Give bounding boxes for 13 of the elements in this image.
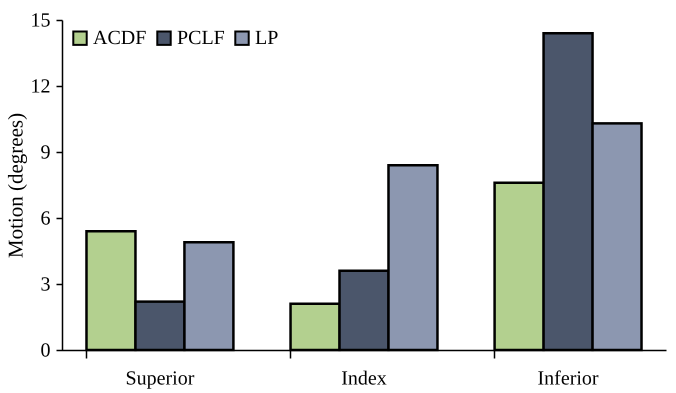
legend-label: ACDF xyxy=(93,27,146,50)
x-tick-label: Inferior xyxy=(538,368,599,390)
y-tick-label: 9 xyxy=(40,142,50,164)
legend-label: LP xyxy=(255,27,278,50)
legend-label: PCLF xyxy=(177,27,225,50)
x-tick-label: Index xyxy=(341,368,387,390)
y-tick-label: 15 xyxy=(30,10,50,32)
x-tick-label: Superior xyxy=(126,368,195,390)
y-tick-label: 6 xyxy=(40,208,50,230)
y-tick-label: 3 xyxy=(40,274,50,296)
y-axis-title: Motion (degrees) xyxy=(4,112,28,258)
y-tick-label: 12 xyxy=(30,76,50,98)
y-tick-label: 0 xyxy=(40,340,50,362)
